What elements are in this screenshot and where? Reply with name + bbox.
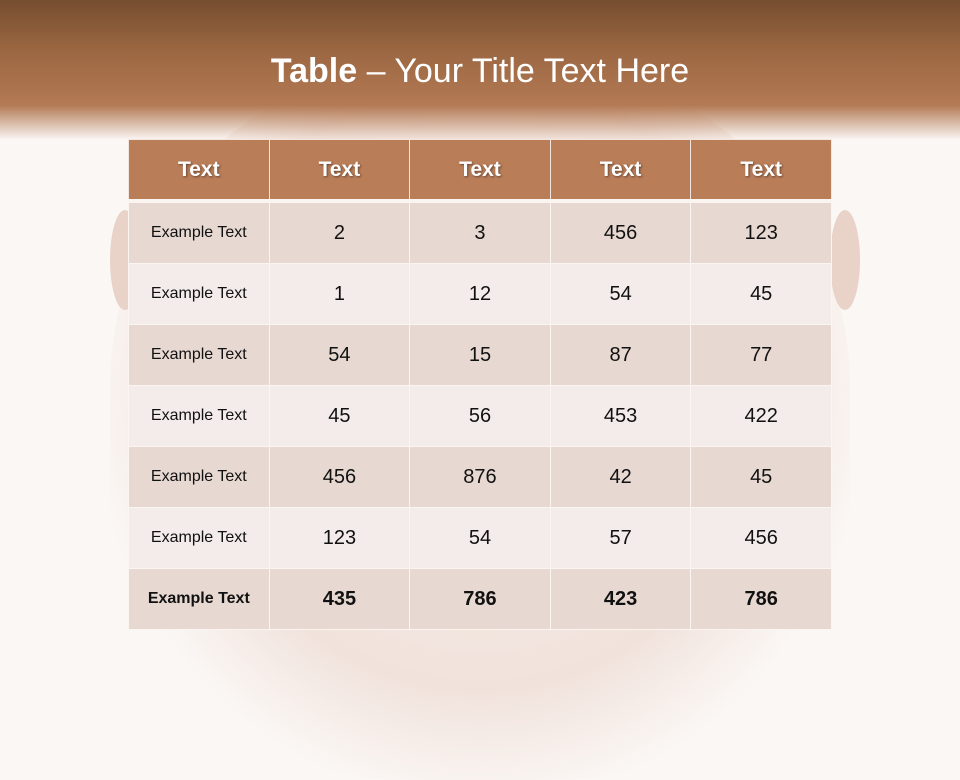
- row-label: Example Text: [128, 385, 270, 447]
- title-bar: [0, 0, 960, 140]
- row-label: Example Text: [128, 200, 270, 264]
- table-cell: 123: [268, 507, 411, 569]
- table-cell: 786: [690, 568, 832, 630]
- table-cell: 54: [409, 507, 551, 569]
- table-cell: 56: [409, 385, 551, 447]
- table-cell: 87: [549, 324, 692, 386]
- table-cell: 45: [690, 446, 832, 508]
- table-cell: 123: [690, 200, 832, 264]
- column-header: Text: [268, 139, 411, 203]
- title-rest: – Your Title Text Here: [357, 52, 690, 90]
- table-cell: 77: [690, 324, 832, 386]
- table-cell: 45: [268, 385, 411, 447]
- data-table: Text Text Text Text Text Example Text 2 3 456 12…: [128, 139, 832, 630]
- row-label: Example Text: [128, 507, 270, 569]
- table-cell: 54: [549, 263, 692, 325]
- table-cell: 42: [549, 446, 692, 508]
- table-row: Example Text 2 3 456 123: [128, 200, 832, 264]
- table-cell: 12: [409, 263, 551, 325]
- column-header: Text: [690, 139, 832, 203]
- table-cell: 423: [549, 568, 692, 630]
- table-cell: 456: [549, 200, 692, 264]
- column-header: Text: [128, 139, 270, 203]
- title-bold: Table: [270, 52, 358, 90]
- table-cell: 786: [409, 568, 551, 630]
- table-row: Example Text 435 786 423 786: [128, 568, 832, 630]
- row-label: Example Text: [128, 324, 270, 386]
- column-header: Text: [409, 139, 551, 203]
- row-label: Example Text: [128, 446, 270, 508]
- background-ear-right: [830, 210, 860, 310]
- column-header: Text: [549, 139, 692, 203]
- table-cell: 422: [690, 385, 832, 447]
- row-label: Example Text: [128, 568, 270, 630]
- table-cell: 3: [409, 200, 551, 264]
- table-cell: 1: [268, 263, 411, 325]
- slide-title: Table – Your Title Text Here: [0, 52, 960, 91]
- table-cell: 435: [268, 568, 411, 630]
- table-cell: 15: [409, 324, 551, 386]
- header-row: Text Text Text Text Text: [128, 139, 832, 203]
- table-cell: 456: [268, 446, 411, 508]
- table-cell: 57: [549, 507, 692, 569]
- table-cell: 2: [268, 200, 411, 264]
- row-label: Example Text: [128, 263, 270, 325]
- table-row: Example Text 123 54 57 456: [128, 507, 832, 569]
- table-cell: 45: [690, 263, 832, 325]
- table-row: Example Text 456 876 42 45: [128, 446, 832, 508]
- table-row: Example Text 1 12 54 45: [128, 263, 832, 325]
- table-row: Example Text 54 15 87 77: [128, 324, 832, 386]
- table-row: Example Text 45 56 453 422: [128, 385, 832, 447]
- table-cell: 453: [549, 385, 692, 447]
- table-cell: 54: [268, 324, 411, 386]
- table-cell: 876: [409, 446, 551, 508]
- table-cell: 456: [690, 507, 832, 569]
